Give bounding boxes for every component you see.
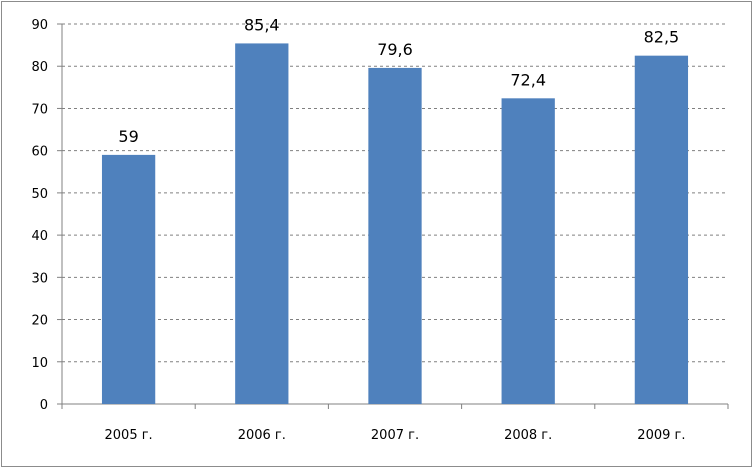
y-tick-label: 10: [31, 356, 48, 371]
y-tick-label: 70: [31, 102, 48, 117]
bar: [634, 55, 689, 405]
x-tick-label: 2007 г.: [371, 428, 419, 443]
y-tick-label: 40: [31, 229, 48, 244]
y-tick-label: 20: [31, 314, 48, 329]
data-label: 82,5: [644, 28, 680, 47]
x-tick-label: 2005 г.: [105, 428, 153, 443]
x-tick-labels: 2005 г. 2006 г. 2007 г. 2008 г. 2009 г.: [105, 428, 686, 443]
x-tick-label: 2008 г.: [504, 428, 552, 443]
y-tick-label: 0: [40, 398, 48, 413]
y-tick-label: 60: [31, 145, 48, 160]
data-label: 59: [118, 127, 138, 146]
data-label: 79,6: [377, 40, 413, 59]
y-tick-label: 80: [31, 60, 48, 75]
bars: [101, 43, 689, 405]
bar: [101, 154, 156, 404]
bar: [368, 67, 422, 405]
y-tick-label: 30: [31, 271, 48, 286]
data-labels: 59 85,4 79,6 72,4 82,5: [118, 15, 679, 145]
y-tick-labels: 0 10 20 30 40 50 60 70 80 90: [31, 18, 48, 413]
y-tick-label: 50: [31, 187, 48, 202]
x-tick-label: 2006 г.: [238, 428, 286, 443]
y-tick-label: 90: [31, 18, 48, 33]
bar: [235, 43, 289, 405]
data-label: 72,4: [510, 70, 546, 89]
bar: [501, 98, 555, 405]
data-label: 85,4: [244, 15, 280, 34]
x-tick-label: 2009 г.: [637, 428, 685, 443]
